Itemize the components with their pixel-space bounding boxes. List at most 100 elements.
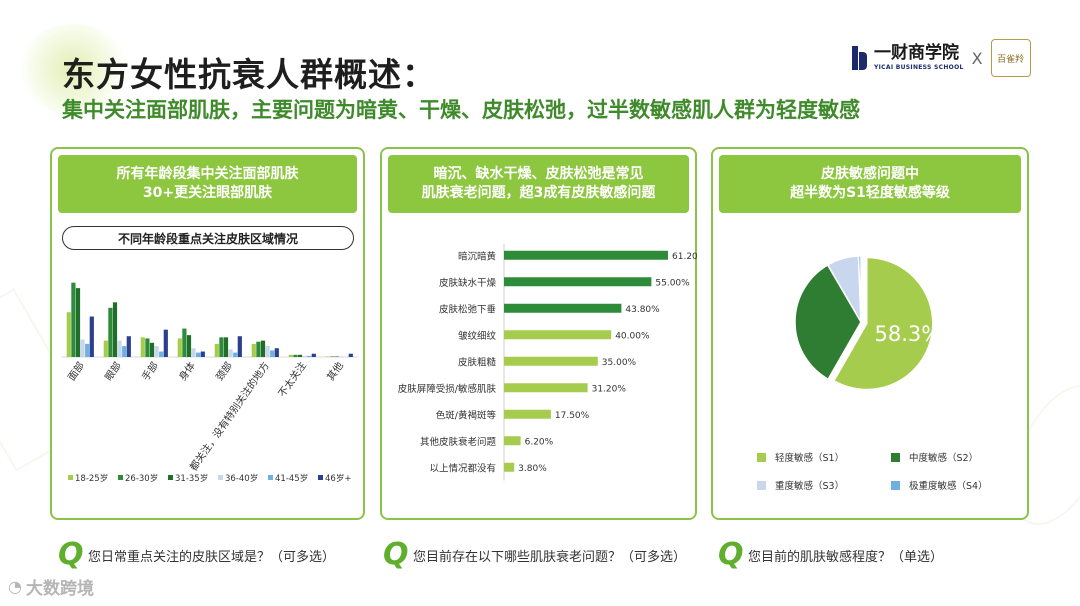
data-label: 6.20% xyxy=(525,437,554,447)
bar xyxy=(334,356,340,357)
chart-subtitle-pill: 不同年龄段重点关注皮肤区域情况 xyxy=(62,226,354,250)
bar xyxy=(163,329,168,357)
panel-age-areas: 所有年龄段集中关注面部肌肤 30+更关注眼部肌肤 xyxy=(50,147,365,520)
panel-header: 暗沉、缺水干燥、皮肤松弛是常见 肌肤衰老问题，超3成有皮肤敏感问题 xyxy=(388,155,689,213)
bar xyxy=(140,337,145,357)
data-label: 43.80% xyxy=(625,305,660,315)
bar xyxy=(348,353,353,357)
logo-separator: X xyxy=(971,48,983,68)
bar xyxy=(302,355,307,357)
bar xyxy=(307,355,312,357)
question-text: 您日常重点关注的皮肤区域是？（可多选） xyxy=(88,549,336,565)
bar xyxy=(233,352,238,357)
x-tick-label: 都关注，没有特别关注的地方 xyxy=(187,359,272,473)
legend-swatch xyxy=(268,475,273,480)
bar xyxy=(270,350,275,357)
bar xyxy=(504,250,669,260)
bar xyxy=(196,352,201,357)
legend-swatch xyxy=(168,475,173,480)
legend-swatch xyxy=(757,481,766,490)
bar xyxy=(159,351,164,357)
bar xyxy=(265,346,270,357)
bar xyxy=(191,348,196,357)
bar xyxy=(112,302,118,357)
question-2: Q 您目前存在以下哪些肌肤衰老问题？（可多选） xyxy=(383,540,686,570)
page-title: 东方女性抗衰人群概述： xyxy=(62,55,436,94)
bar xyxy=(182,328,187,357)
panel-sensitivity: 皮肤敏感问题中 超半数为S1轻度敏感等级 xyxy=(711,147,1029,520)
legend-swatch xyxy=(318,475,323,480)
bar xyxy=(297,354,303,357)
bar xyxy=(103,340,108,357)
bar xyxy=(251,343,256,357)
logo-area: 一财商学院 YICAI BUSINESS SCHOOL X 百雀羚 xyxy=(852,39,1031,77)
bar xyxy=(504,383,588,393)
y-tick-label: 色斑/黄褐斑等 xyxy=(436,409,497,421)
bar xyxy=(325,356,330,357)
legend-swatch xyxy=(891,453,900,462)
page-subtitle: 集中关注面部肌肤，主要问题为暗黄、干燥、皮肤松弛，过半数敏感肌人群为轻度敏感 xyxy=(62,98,860,122)
bar xyxy=(504,436,521,446)
x-tick-label: 颈部 xyxy=(213,359,235,383)
bar xyxy=(108,307,113,357)
x-tick-label: 眼部 xyxy=(102,359,124,383)
legend-swatch xyxy=(218,475,223,480)
logo-en: YICAI BUSINESS SCHOOL xyxy=(874,64,964,71)
legend-label: 重度敏感（S3） xyxy=(775,480,844,492)
bar xyxy=(223,337,229,357)
y-tick-label: 皱纹细纹 xyxy=(458,330,497,342)
bar xyxy=(145,338,150,357)
logo-cn: 一财商学院 xyxy=(874,43,959,63)
bar xyxy=(504,356,598,366)
legend-swatch xyxy=(118,475,123,480)
bar xyxy=(214,343,219,357)
pie-chart: 58.3% 轻度敏感（S1） 中度敏感（S2） 重度敏感（S3） 极重度敏感（S4） xyxy=(757,255,988,492)
bar xyxy=(330,356,335,357)
y-tick-label: 皮肤粗糙 xyxy=(458,356,497,368)
decorative-blob xyxy=(18,24,128,114)
watermark-text: 大数跨境 xyxy=(25,579,94,599)
panel-header: 皮肤敏感问题中 超半数为S1轻度敏感等级 xyxy=(719,155,1021,213)
data-label: 55.00% xyxy=(655,278,690,288)
legend-swatch xyxy=(891,481,900,490)
bar xyxy=(66,312,71,357)
legend-label: 41-45岁 xyxy=(275,473,308,484)
question-3: Q 您目前的肌肤敏感程度？（单选） xyxy=(718,540,943,570)
panel-header: 所有年龄段集中关注面部肌肤 30+更关注眼部肌肤 xyxy=(58,155,357,213)
q-icon: Q xyxy=(58,537,84,572)
bar xyxy=(200,351,205,357)
bar xyxy=(228,349,233,357)
bar xyxy=(504,330,612,340)
y-tick-label: 暗沉暗黄 xyxy=(458,250,496,262)
bar xyxy=(80,339,85,357)
bar xyxy=(256,341,261,357)
bar xyxy=(117,340,122,357)
legend-label: 中度敏感（S2） xyxy=(909,452,978,464)
y-tick-label: 以上情况都没有 xyxy=(429,462,496,474)
legend-label: 极重度敏感（S4） xyxy=(909,480,988,492)
pie-slice xyxy=(832,256,934,391)
question-1: Q 您日常重点关注的皮肤区域是？（可多选） xyxy=(58,540,335,570)
legend-swatch xyxy=(68,475,73,480)
yicai-logo-text: 一财商学院 YICAI BUSINESS SCHOOL xyxy=(874,45,964,71)
bar xyxy=(177,338,182,357)
watermark: ◔ 大数跨境 xyxy=(8,574,94,599)
question-text: 您目前的肌肤敏感程度？（单选） xyxy=(748,549,944,565)
data-label: 31.20% xyxy=(592,384,627,394)
legend-label: 轻度敏感（S1） xyxy=(775,452,844,464)
pechoin-logo-icon: 百雀羚 xyxy=(990,39,1031,77)
bar xyxy=(126,336,131,357)
legend-label: 18-25岁 xyxy=(75,473,108,484)
seal-text: 百雀羚 xyxy=(997,54,1025,65)
bar xyxy=(89,316,94,357)
legend-label: 31-35岁 xyxy=(175,473,208,484)
y-tick-label: 皮肤缺水干燥 xyxy=(439,277,497,289)
pie-slice xyxy=(857,255,862,323)
bar xyxy=(274,348,279,357)
bar xyxy=(293,354,298,357)
legend-label: 46岁+ xyxy=(325,473,351,484)
legend-swatch xyxy=(757,453,766,462)
bar xyxy=(504,277,652,287)
bar xyxy=(154,346,159,357)
